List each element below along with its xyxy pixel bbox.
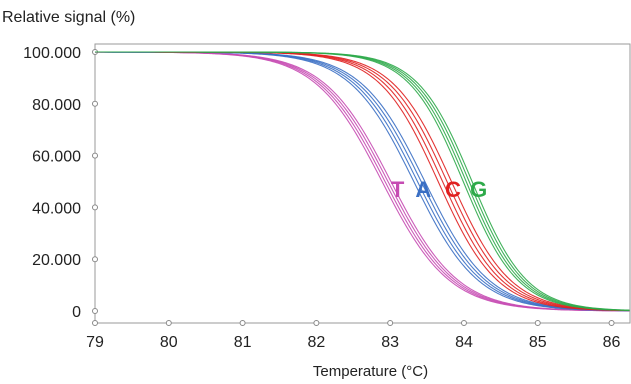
x-tick-label: 81	[234, 334, 252, 351]
y-tick-label: 40.000	[32, 200, 81, 217]
x-tick-mark	[239, 320, 246, 326]
series-line-g	[95, 51, 630, 311]
x-tick-label: 80	[160, 334, 178, 351]
x-axis-label: Temperature (°C)	[312, 363, 429, 380]
x-tick-label: 86	[603, 334, 621, 351]
y-tick-mark	[92, 100, 98, 107]
annotation-t: T	[391, 177, 405, 202]
y-axis-label: Relative signal (%)	[2, 9, 136, 26]
series-line-a	[95, 51, 630, 312]
x-tick-label: 79	[86, 334, 104, 351]
y-tick-label: 20.000	[32, 252, 81, 269]
plot-frame	[94, 43, 631, 324]
x-tick-mark	[460, 320, 467, 326]
y-tick-label: 60.000	[32, 149, 81, 166]
y-tick-mark	[92, 204, 98, 211]
x-tick-mark	[608, 320, 615, 326]
x-tick-mark	[534, 320, 541, 326]
y-tick-mark	[92, 152, 98, 159]
x-tick-label: 84	[455, 334, 473, 351]
x-tick-mark	[313, 320, 320, 326]
annotation-a: A	[415, 177, 431, 202]
y-tick-mark	[92, 256, 98, 263]
x-tick-label: 83	[381, 334, 399, 351]
y-tick-label: 100.000	[23, 45, 81, 62]
annotation-c: C	[445, 177, 461, 202]
x-tick-label: 82	[307, 334, 325, 351]
x-tick-mark	[387, 320, 394, 326]
x-tick-mark	[165, 320, 172, 326]
y-tick-label: 80.000	[32, 97, 81, 114]
annotation-g: G	[470, 177, 487, 202]
y-tick-mark	[92, 308, 98, 314]
x-tick-label: 85	[529, 334, 547, 351]
x-tick-mark	[92, 320, 98, 326]
y-tick-label: 0	[72, 304, 81, 321]
